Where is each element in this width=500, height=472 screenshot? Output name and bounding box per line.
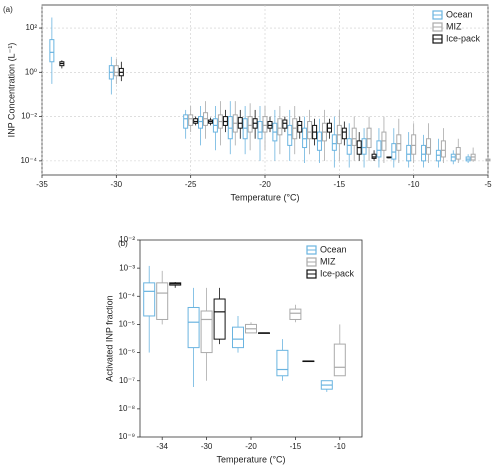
box [346, 138, 352, 155]
box [421, 144, 427, 162]
box [391, 143, 397, 160]
y-tick-label: 10⁻⁶ [119, 348, 135, 357]
y-tick-label: 10⁰ [25, 67, 37, 76]
box [213, 298, 226, 340]
y-axis-label: Activated INP fraction [104, 295, 114, 381]
x-tick-label: -20 [245, 442, 257, 451]
box [361, 138, 367, 155]
y-tick-label: 10⁻⁹ [118, 432, 135, 441]
box [351, 127, 357, 146]
box [277, 118, 283, 136]
legend-label: Ice-pack [446, 33, 481, 43]
box [331, 134, 337, 151]
box [200, 310, 213, 354]
box [232, 326, 244, 349]
x-axis-label: Temperature (°C) [216, 454, 285, 464]
x-tick-label: -10 [408, 180, 420, 189]
x-tick-label: -30 [201, 442, 213, 451]
box [113, 65, 119, 77]
y-axis-label: INP Concentration (L⁻¹) [6, 43, 16, 138]
legend-label: MIZ [446, 21, 462, 31]
box [262, 116, 268, 133]
y-tick-label: 10⁻⁵ [119, 320, 135, 329]
x-tick-label: -10 [334, 442, 346, 451]
x-tick-label: -30 [111, 180, 123, 189]
box [411, 134, 417, 155]
y-tick-label: 10² [25, 23, 37, 32]
box [49, 39, 55, 63]
legend-label: Ocean [320, 244, 347, 254]
y-tick-label: 10⁻⁷ [119, 376, 135, 385]
box [188, 114, 194, 126]
box [396, 134, 402, 151]
y-tick-label: 10⁻³ [119, 263, 135, 272]
box [143, 282, 156, 317]
x-tick-label: -25 [185, 180, 197, 189]
x-tick-label: -5 [484, 180, 492, 189]
y-tick-label: 10⁻² [119, 235, 135, 244]
box [406, 144, 412, 162]
panel-label: (a) [3, 5, 13, 14]
box [426, 138, 432, 155]
box [455, 147, 461, 160]
x-tick-label: -15 [290, 442, 302, 451]
box [371, 153, 377, 159]
x-tick-label: -35 [36, 180, 48, 189]
legend-label: Ice-pack [320, 268, 355, 278]
box [289, 308, 302, 320]
y-tick-label: 10⁻⁸ [119, 404, 136, 413]
box [198, 116, 204, 129]
x-tick-label: -15 [334, 180, 346, 189]
y-tick-label: 10⁻⁴ [20, 156, 37, 165]
box [366, 127, 372, 149]
box [276, 349, 289, 377]
box [156, 282, 169, 320]
legend-label: Ocean [446, 9, 473, 19]
box [341, 127, 347, 140]
x-axis-label: Temperature (°C) [230, 192, 299, 202]
box [440, 140, 446, 158]
box [297, 121, 303, 133]
box [302, 127, 308, 149]
box [187, 306, 200, 349]
box [307, 121, 313, 140]
y-tick-label: 10⁻² [21, 112, 37, 121]
box [333, 343, 346, 377]
legend-label: MIZ [320, 256, 336, 266]
box [282, 119, 288, 129]
x-tick-label: -34 [156, 442, 168, 451]
box [376, 140, 382, 158]
panel-label: (b) [118, 239, 128, 248]
y-tick-label: 10⁻⁴ [118, 291, 135, 300]
box [183, 114, 189, 129]
x-tick-label: -20 [259, 180, 271, 189]
box [247, 116, 253, 133]
box [257, 121, 263, 140]
